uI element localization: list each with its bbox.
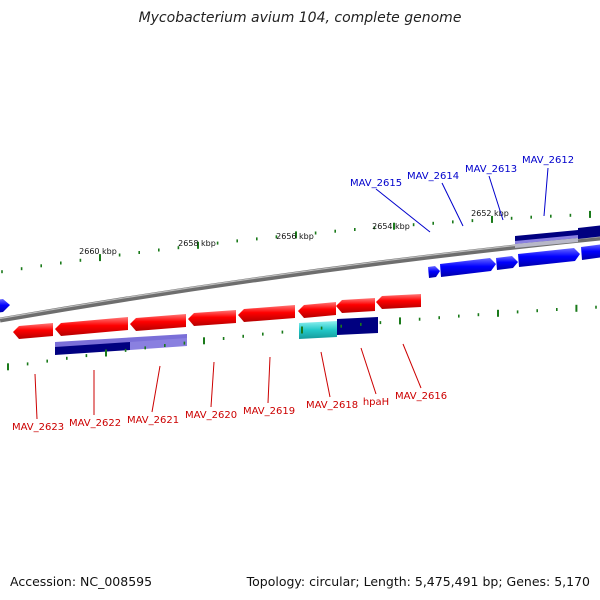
- reverse-gene-label[interactable]: MAV_2621: [127, 415, 179, 426]
- leader-line: [151, 365, 161, 413]
- tick-label: 2652 kbp: [471, 209, 509, 218]
- forward-gene-label[interactable]: MAV_2613: [465, 164, 517, 175]
- leader-line: [543, 167, 549, 217]
- reverse-gene-label[interactable]: MAV_2619: [243, 406, 295, 417]
- tick-labels: 2660 kbp 2658 kbp 2656 kbp 2654 kbp 2652 kbp: [79, 209, 509, 256]
- reverse-feature-dark: [55, 342, 130, 355]
- reverse-gene-arrow[interactable]: [238, 305, 295, 322]
- forward-gene-arrow[interactable]: [496, 256, 518, 270]
- map-title: Mycobacterium avium 104, complete genome: [138, 10, 462, 26]
- forward-feature-light: [515, 235, 578, 244]
- forward-gene-arrow[interactable]: [518, 248, 580, 267]
- forward-genes: [0, 225, 600, 313]
- reverse-gene-arrow[interactable]: [376, 294, 421, 309]
- leader-line: [360, 347, 377, 395]
- forward-feature-dark-2: [578, 225, 600, 239]
- forward-gene-arrow[interactable]: [0, 299, 10, 313]
- reverse-gene-labels: MAV_2623 MAV_2622 MAV_2621 MAV_2620 MAV_2619…: [12, 343, 447, 433]
- reverse-gene-label[interactable]: MAV_2620: [185, 410, 237, 421]
- reverse-gene-label[interactable]: MAV_2623: [12, 422, 64, 433]
- reverse-gene-label[interactable]: MAV_2622: [69, 418, 121, 429]
- leader-line: [267, 356, 271, 404]
- forward-feature-grey: [515, 238, 578, 248]
- leader-line: [402, 343, 422, 389]
- leader-line: [375, 188, 431, 233]
- reverse-gene-label[interactable]: hpaH: [363, 397, 389, 408]
- forward-gene-label[interactable]: MAV_2615: [350, 178, 402, 189]
- forward-gene-label[interactable]: MAV_2614: [407, 171, 459, 182]
- reverse-gene-arrow[interactable]: [130, 314, 186, 331]
- outer-ticks: [1, 210, 591, 274]
- forward-gene-label[interactable]: MAV_2612: [522, 155, 574, 166]
- leader-line: [34, 373, 38, 420]
- leader-line: [441, 182, 464, 227]
- accession-text: Accession: NC_008595: [10, 574, 153, 589]
- reverse-gene-arrow[interactable]: [336, 298, 375, 313]
- tick-label: 2658 kbp: [178, 239, 216, 248]
- inner-ticks: [7, 304, 597, 371]
- reverse-genes: [13, 294, 421, 355]
- cyan-feature: [299, 321, 337, 339]
- reverse-feature-dark-3: [337, 317, 378, 335]
- forward-gene-arrow[interactable]: [581, 244, 600, 260]
- leader-line: [488, 175, 504, 221]
- forward-gene-arrow[interactable]: [428, 266, 440, 278]
- forward-gene-labels: MAV_2615 MAV_2614 MAV_2613 MAV_2612: [350, 155, 574, 233]
- reverse-gene-label[interactable]: MAV_2616: [395, 391, 447, 402]
- reverse-gene-arrow[interactable]: [55, 317, 128, 336]
- tick-label: 2654 kbp: [372, 222, 410, 231]
- reverse-feature-light-2: [130, 338, 187, 350]
- tick-label: 2656 kbp: [276, 232, 314, 241]
- leader-line: [210, 361, 215, 408]
- leader-line: [320, 351, 331, 398]
- reverse-gene-label[interactable]: MAV_2618: [306, 400, 358, 411]
- reverse-gene-arrow[interactable]: [298, 302, 336, 318]
- forward-gene-arrow[interactable]: [440, 258, 496, 277]
- genome-summary-text: Topology: circular; Length: 5,475,491 bp…: [246, 574, 590, 589]
- tick-label: 2660 kbp: [79, 247, 117, 256]
- reverse-gene-arrow[interactable]: [13, 323, 53, 339]
- reverse-gene-arrow[interactable]: [188, 310, 236, 326]
